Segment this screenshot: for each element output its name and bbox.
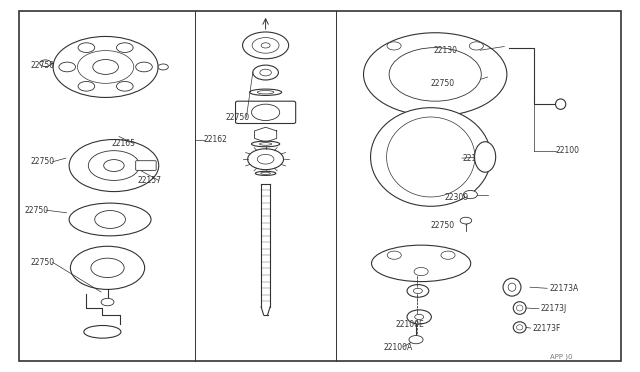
Ellipse shape [474, 142, 496, 172]
Circle shape [53, 36, 158, 97]
Ellipse shape [252, 141, 280, 147]
Circle shape [78, 43, 95, 52]
Ellipse shape [84, 326, 121, 338]
Ellipse shape [250, 89, 282, 95]
Text: 22750: 22750 [430, 79, 454, 88]
Text: 22162: 22162 [204, 135, 227, 144]
Circle shape [387, 42, 401, 50]
Circle shape [78, 81, 95, 91]
Text: 22173: 22173 [462, 154, 486, 163]
Text: 22750: 22750 [24, 206, 49, 215]
FancyBboxPatch shape [136, 161, 156, 170]
Circle shape [257, 154, 274, 164]
Circle shape [70, 246, 145, 289]
Ellipse shape [371, 245, 471, 282]
Ellipse shape [260, 143, 271, 145]
Circle shape [407, 310, 431, 324]
Circle shape [91, 258, 124, 278]
Ellipse shape [513, 302, 526, 314]
Circle shape [93, 60, 118, 74]
Circle shape [116, 81, 133, 91]
Text: 22750: 22750 [31, 157, 55, 166]
Text: 22100A: 22100A [384, 343, 413, 352]
Circle shape [40, 60, 51, 67]
Circle shape [252, 104, 280, 121]
Circle shape [387, 251, 401, 259]
Circle shape [441, 251, 455, 259]
Circle shape [364, 33, 507, 116]
Circle shape [413, 288, 422, 294]
Ellipse shape [556, 99, 566, 109]
Circle shape [415, 314, 424, 320]
Circle shape [69, 140, 159, 192]
Text: 22173F: 22173F [532, 324, 561, 333]
Text: 22173A: 22173A [549, 284, 579, 293]
Ellipse shape [503, 278, 521, 296]
Ellipse shape [69, 203, 151, 236]
Circle shape [407, 285, 429, 297]
Ellipse shape [257, 91, 274, 94]
Circle shape [95, 211, 125, 228]
Text: 22750: 22750 [31, 61, 55, 70]
Circle shape [409, 336, 423, 344]
Circle shape [243, 32, 289, 59]
Circle shape [88, 151, 140, 180]
Circle shape [460, 217, 472, 224]
Circle shape [104, 160, 124, 171]
FancyBboxPatch shape [236, 101, 296, 124]
Circle shape [59, 62, 76, 72]
Ellipse shape [255, 171, 276, 176]
Text: 22309: 22309 [445, 193, 469, 202]
Circle shape [136, 62, 152, 72]
Circle shape [253, 65, 278, 80]
Ellipse shape [371, 108, 491, 206]
Circle shape [389, 48, 481, 101]
Circle shape [116, 43, 133, 52]
Circle shape [414, 267, 428, 276]
Circle shape [101, 298, 114, 306]
Circle shape [469, 42, 483, 50]
Circle shape [248, 149, 284, 170]
Ellipse shape [261, 172, 270, 174]
Ellipse shape [513, 322, 526, 333]
Text: 22750: 22750 [225, 113, 250, 122]
Text: 22100E: 22100E [396, 320, 424, 329]
Circle shape [463, 190, 477, 199]
Text: 22750: 22750 [31, 258, 55, 267]
Polygon shape [255, 127, 276, 142]
Text: 22165: 22165 [112, 139, 136, 148]
Circle shape [158, 64, 168, 70]
Text: 22750: 22750 [430, 221, 454, 230]
Text: 22173J: 22173J [541, 304, 567, 313]
Text: 22130: 22130 [434, 46, 458, 55]
Text: 22100: 22100 [556, 146, 580, 155]
Text: 22157: 22157 [138, 176, 161, 185]
Circle shape [261, 43, 270, 48]
Circle shape [260, 69, 271, 76]
Text: APP )0: APP )0 [550, 353, 573, 360]
